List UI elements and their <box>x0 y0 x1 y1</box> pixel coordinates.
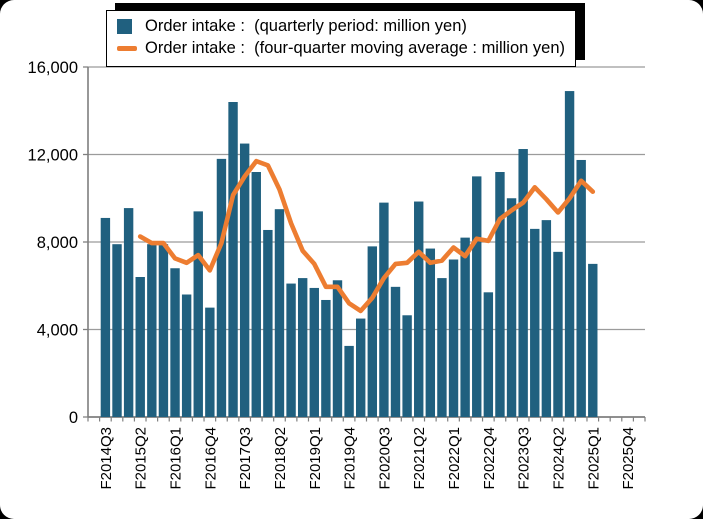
bar-F2020Q3 <box>379 202 389 417</box>
bar-F2017Q3 <box>239 143 250 417</box>
x-category-label: F2016Q4 <box>202 427 219 490</box>
bar-F2018Q2 <box>274 209 285 417</box>
bar-F2014Q4 <box>112 244 122 417</box>
moving-average-line <box>137 158 596 314</box>
bar-F2023Q2 <box>506 198 517 417</box>
bar-F2020Q4 <box>390 286 401 417</box>
bar-F2025Q1 <box>588 263 598 417</box>
bar-F2021Q4 <box>437 278 447 417</box>
bar-F2023Q1 <box>495 172 505 417</box>
x-category-label: F2022Q4 <box>481 427 498 490</box>
bar-F2018Q3 <box>286 283 296 417</box>
legend-box: Order intake : (quarterly period: millio… <box>106 10 577 67</box>
x-category-label: F2018Q2 <box>272 427 289 490</box>
bar-F2021Q3 <box>425 248 436 417</box>
bar-F2021Q2 <box>414 201 424 417</box>
bar-F2023Q3 <box>518 149 528 417</box>
bar-F2017Q1 <box>216 158 227 417</box>
bar-F2016Q1 <box>170 268 180 417</box>
bar-F2019Q4 <box>344 345 354 417</box>
x-category-label: F2014Q3 <box>98 427 115 490</box>
bar-F2015Q4 <box>158 244 169 417</box>
x-category-label: F2022Q1 <box>446 427 463 490</box>
legend-label-moving-average: Order intake : (four-quarter moving aver… <box>145 38 566 57</box>
bar-F2019Q3 <box>332 280 343 417</box>
bar-F2018Q1 <box>263 229 273 417</box>
bar-F2018Q4 <box>297 278 308 417</box>
bar-F2017Q2 <box>228 102 238 417</box>
legend-label-quarterly: Order intake : (quarterly period: millio… <box>145 17 467 35</box>
x-category-label: F2019Q4 <box>342 427 359 490</box>
bar-F2024Q1 <box>541 220 552 417</box>
legend-item-quarterly: Order intake : (quarterly period: millio… <box>117 16 565 38</box>
bar-F2020Q2 <box>367 246 378 417</box>
bar-F2017Q4 <box>251 172 261 417</box>
x-category-label: F2020Q3 <box>376 427 393 490</box>
x-category-label: F2023Q3 <box>516 427 533 490</box>
bar-F2016Q3 <box>193 211 203 417</box>
bar-F2015Q1 <box>123 208 134 417</box>
y-tick-label: 12,000 <box>28 147 78 165</box>
x-category-label: F2021Q2 <box>411 427 428 490</box>
bar-F2023Q4 <box>530 228 540 417</box>
bar-F2014Q3 <box>100 217 111 417</box>
bar-F2015Q2 <box>135 277 145 417</box>
bar-F2020Q1 <box>355 318 366 417</box>
y-tick-label: 4,000 <box>37 322 78 340</box>
x-category-label: F2025Q4 <box>620 427 637 490</box>
x-category-label: F2017Q3 <box>237 427 254 490</box>
x-category-label: F2019Q1 <box>307 427 324 490</box>
bar-F2022Q2 <box>460 237 470 417</box>
x-category-label: F2015Q2 <box>133 427 150 490</box>
x-category-label: F2024Q2 <box>550 427 567 490</box>
bar-F2024Q2 <box>553 251 563 417</box>
bar-F2022Q3 <box>472 176 482 417</box>
bar-F2021Q1 <box>402 315 412 417</box>
line-series-swatch-icon <box>117 46 137 51</box>
x-category-label: F2025Q1 <box>585 427 602 490</box>
legend-item-moving-average: Order intake : (four-quarter moving aver… <box>117 38 565 60</box>
bar-F2019Q2 <box>321 299 331 417</box>
x-category-label: F2016Q1 <box>168 427 185 490</box>
bar-F2024Q3 <box>564 91 575 417</box>
y-tick-label: 8,000 <box>37 234 78 252</box>
bar-F2019Q1 <box>309 287 319 417</box>
y-tick-label: 0 <box>69 409 78 427</box>
bar-F2022Q1 <box>448 259 459 417</box>
y-tick-label: 16,000 <box>28 59 78 77</box>
bar-series-swatch-icon <box>117 19 132 35</box>
bar-F2016Q2 <box>181 294 192 417</box>
bar-F2016Q4 <box>205 307 215 417</box>
bar-F2022Q4 <box>483 292 494 417</box>
bar-F2015Q3 <box>147 244 157 417</box>
bar-F2024Q4 <box>576 159 586 417</box>
